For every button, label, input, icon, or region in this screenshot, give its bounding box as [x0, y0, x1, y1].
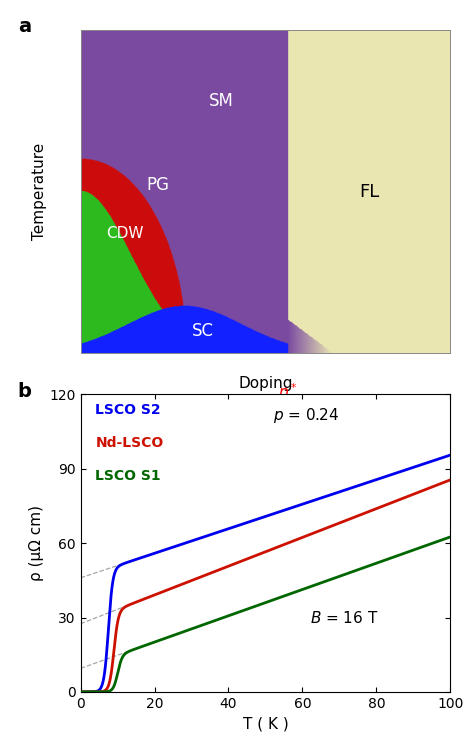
Text: $B$ = 16 T: $B$ = 16 T	[310, 610, 378, 626]
Text: $p$ = 0.24: $p$ = 0.24	[273, 406, 339, 426]
Text: SM: SM	[209, 92, 234, 110]
X-axis label: Doping: Doping	[238, 376, 292, 391]
Text: CDW: CDW	[106, 226, 144, 241]
Text: $p^*$: $p^*$	[278, 381, 297, 403]
X-axis label: T ( K ): T ( K )	[243, 716, 288, 731]
Text: PG: PG	[147, 176, 170, 194]
Text: Temperature: Temperature	[32, 143, 47, 240]
Text: LSCO S1: LSCO S1	[95, 469, 161, 483]
Text: SC: SC	[191, 321, 214, 340]
Text: a: a	[18, 17, 31, 36]
Text: FL: FL	[359, 182, 379, 201]
Y-axis label: ρ (μΩ cm): ρ (μΩ cm)	[29, 505, 44, 581]
Text: b: b	[18, 382, 32, 402]
Text: LSCO S2: LSCO S2	[95, 403, 161, 417]
Text: Nd-LSCO: Nd-LSCO	[95, 436, 164, 450]
